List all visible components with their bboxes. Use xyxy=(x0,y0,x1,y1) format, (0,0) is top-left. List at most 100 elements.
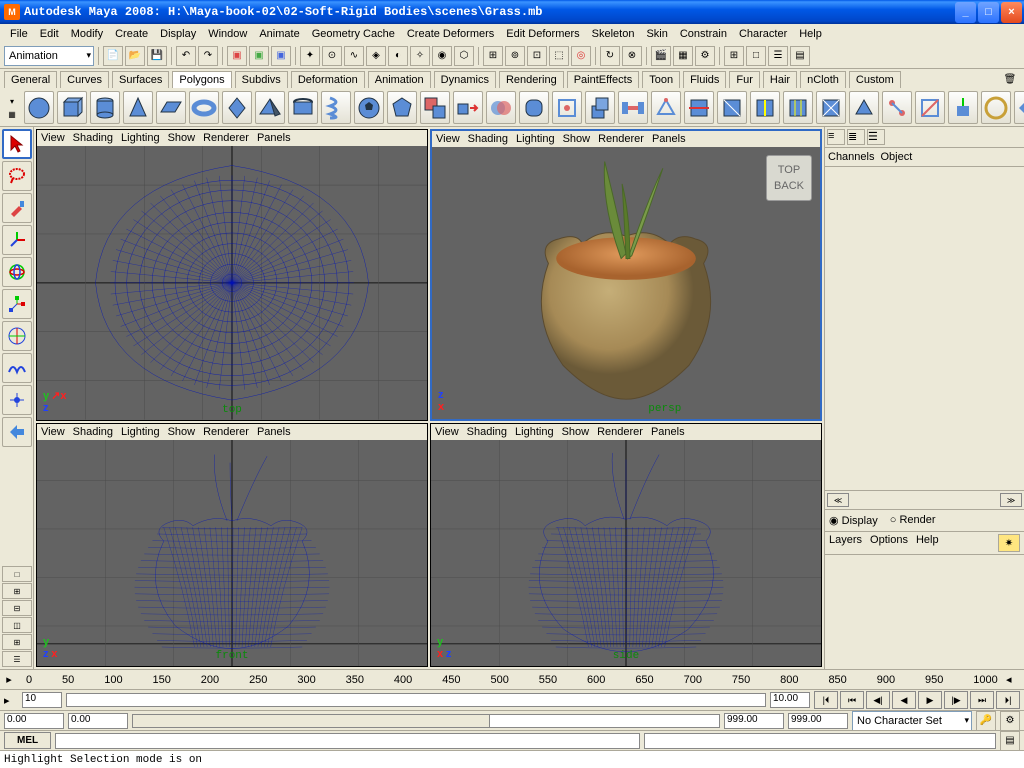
menu-character[interactable]: Character xyxy=(733,26,793,42)
range-bar[interactable] xyxy=(132,714,720,728)
vp-menu-show[interactable]: Show xyxy=(168,426,196,438)
vp-menu-renderer[interactable]: Renderer xyxy=(203,426,249,438)
range-end-field[interactable]: 999.00 xyxy=(788,713,848,729)
layout-single-icon[interactable]: □ xyxy=(746,46,766,66)
viewcube[interactable]: TOP BACK xyxy=(766,155,812,201)
vp-menu-renderer[interactable]: Renderer xyxy=(597,426,643,438)
goto-start-icon[interactable]: |⏴ xyxy=(814,691,838,709)
viewcube-back[interactable]: BACK xyxy=(774,180,804,192)
menu-window[interactable]: Window xyxy=(202,26,253,42)
playback-start-field[interactable]: 0.00 xyxy=(68,713,128,729)
poly-helix-icon[interactable] xyxy=(321,91,351,124)
mask-misc-icon[interactable]: ⬡ xyxy=(454,46,474,66)
layers-help[interactable]: Help xyxy=(916,534,939,552)
mask-curve-icon[interactable]: ∿ xyxy=(344,46,364,66)
poly-prism-icon[interactable] xyxy=(222,91,252,124)
goto-end-icon[interactable]: ⏵| xyxy=(996,691,1020,709)
shelf-tab-polygons[interactable]: Polygons xyxy=(172,71,231,88)
step-back-icon[interactable]: ◀| xyxy=(866,691,890,709)
shelf-tab-general[interactable]: General xyxy=(4,71,57,88)
mask-joint-icon[interactable]: ⊙ xyxy=(322,46,342,66)
select-component-icon[interactable]: ▣ xyxy=(271,46,291,66)
step-fwd-icon[interactable]: |▶ xyxy=(944,691,968,709)
menu-display[interactable]: Display xyxy=(154,26,202,42)
script-editor-icon[interactable]: ▤ xyxy=(1000,731,1020,751)
poly-cone-icon[interactable] xyxy=(123,91,153,124)
vp-menu-lighting[interactable]: Lighting xyxy=(515,426,554,438)
poly-append-icon[interactable] xyxy=(651,91,681,124)
shelf-tab-fluids[interactable]: Fluids xyxy=(683,71,726,88)
layout-two-h-icon[interactable]: ⊟ xyxy=(2,600,32,616)
vp-menu-view[interactable]: View xyxy=(436,133,460,145)
menu-skin[interactable]: Skin xyxy=(640,26,673,42)
snap-plane-icon[interactable]: ⬚ xyxy=(549,46,569,66)
menu-geometry-cache[interactable]: Geometry Cache xyxy=(306,26,401,42)
layers-menu[interactable]: Layers xyxy=(829,534,862,552)
poly-bridge-icon[interactable] xyxy=(618,91,648,124)
range-start-field[interactable]: 0.00 xyxy=(4,713,64,729)
step-back-key-icon[interactable]: ⏮ xyxy=(840,691,864,709)
menu-modify[interactable]: Modify xyxy=(65,26,109,42)
poly-smooth-icon[interactable] xyxy=(519,91,549,124)
vp-menu-view[interactable]: View xyxy=(435,426,459,438)
display-radio[interactable]: ◉ Display xyxy=(829,514,878,527)
layout-two-v-icon[interactable]: ◫ xyxy=(2,617,32,633)
poly-plane-icon[interactable] xyxy=(156,91,186,124)
viewport-persp[interactable]: View Shading Lighting Show Renderer Pane… xyxy=(430,129,822,421)
current-frame-field[interactable]: 10 xyxy=(22,692,62,708)
vp-menu-panels[interactable]: Panels xyxy=(652,133,686,145)
layers-options[interactable]: Options xyxy=(870,534,908,552)
shelf-trash-icon[interactable]: 🗑 xyxy=(1000,69,1020,89)
vp-menu-renderer[interactable]: Renderer xyxy=(598,133,644,145)
shelf-tab-rendering[interactable]: Rendering xyxy=(499,71,564,88)
vp-menu-renderer[interactable]: Renderer xyxy=(203,132,249,144)
layout-single-icon[interactable]: □ xyxy=(2,566,32,582)
shelf-tab-subdivs[interactable]: Subdivs xyxy=(235,71,288,88)
vp-menu-panels[interactable]: Panels xyxy=(257,132,291,144)
layout-outliner-icon[interactable]: ☰ xyxy=(768,46,788,66)
vp-menu-show[interactable]: Show xyxy=(168,132,196,144)
play-back-icon[interactable]: ◀ xyxy=(892,691,916,709)
render-globals-icon[interactable]: ⚙ xyxy=(695,46,715,66)
snap-curve-icon[interactable]: ⊚ xyxy=(505,46,525,66)
mask-surface-icon[interactable]: ◈ xyxy=(366,46,386,66)
shelf-tab-fur[interactable]: Fur xyxy=(729,71,760,88)
tab-object[interactable]: Object xyxy=(880,151,912,163)
layout-4view-icon[interactable]: ⊞ xyxy=(724,46,744,66)
poly-combine-icon[interactable] xyxy=(420,91,450,124)
layout-three-icon[interactable]: ⊞ xyxy=(2,634,32,650)
select-tool-icon[interactable] xyxy=(2,129,32,159)
snap-point-icon[interactable]: ⊡ xyxy=(527,46,547,66)
range-slider[interactable] xyxy=(66,693,766,707)
menu-help[interactable]: Help xyxy=(793,26,828,42)
poly-cube-icon[interactable] xyxy=(57,91,87,124)
viewport-front[interactable]: View Shading Lighting Show Renderer Pane… xyxy=(36,423,428,667)
viewport-side-canvas[interactable]: yx z side xyxy=(431,440,821,666)
vp-menu-shading[interactable]: Shading xyxy=(73,132,113,144)
last-tool-icon[interactable] xyxy=(2,417,32,447)
mask-handle-icon[interactable]: ✦ xyxy=(300,46,320,66)
universal-manip-tool-icon[interactable] xyxy=(2,321,32,351)
render-radio[interactable]: ○ Render xyxy=(890,514,936,527)
viewport-front-canvas[interactable]: yz x front xyxy=(37,440,427,666)
vp-menu-shading[interactable]: Shading xyxy=(468,133,508,145)
close-button[interactable]: × xyxy=(1001,2,1022,23)
vp-menu-panels[interactable]: Panels xyxy=(651,426,685,438)
menu-edit[interactable]: Edit xyxy=(34,26,65,42)
mask-dynamic-icon[interactable]: ✧ xyxy=(410,46,430,66)
vp-menu-lighting[interactable]: Lighting xyxy=(121,426,160,438)
vp-menu-lighting[interactable]: Lighting xyxy=(121,132,160,144)
poly-extrude-icon[interactable] xyxy=(585,91,615,124)
viewport-top[interactable]: View Shading Lighting Show Renderer Pane… xyxy=(36,129,428,421)
history-on-icon[interactable]: ↻ xyxy=(600,46,620,66)
poly-flip-tri-icon[interactable] xyxy=(915,91,945,124)
poly-insert-edge-icon[interactable] xyxy=(750,91,780,124)
rotate-tool-icon[interactable] xyxy=(2,257,32,287)
soft-mod-tool-icon[interactable] xyxy=(2,353,32,383)
select-object-icon[interactable]: ▣ xyxy=(249,46,269,66)
layout-persp-icon[interactable]: ▤ xyxy=(790,46,810,66)
save-scene-icon[interactable]: 💾 xyxy=(147,46,167,66)
poly-avgvert-icon[interactable] xyxy=(552,91,582,124)
add-layer-icon[interactable]: ✷ xyxy=(998,534,1020,552)
poly-pipe-icon[interactable] xyxy=(288,91,318,124)
